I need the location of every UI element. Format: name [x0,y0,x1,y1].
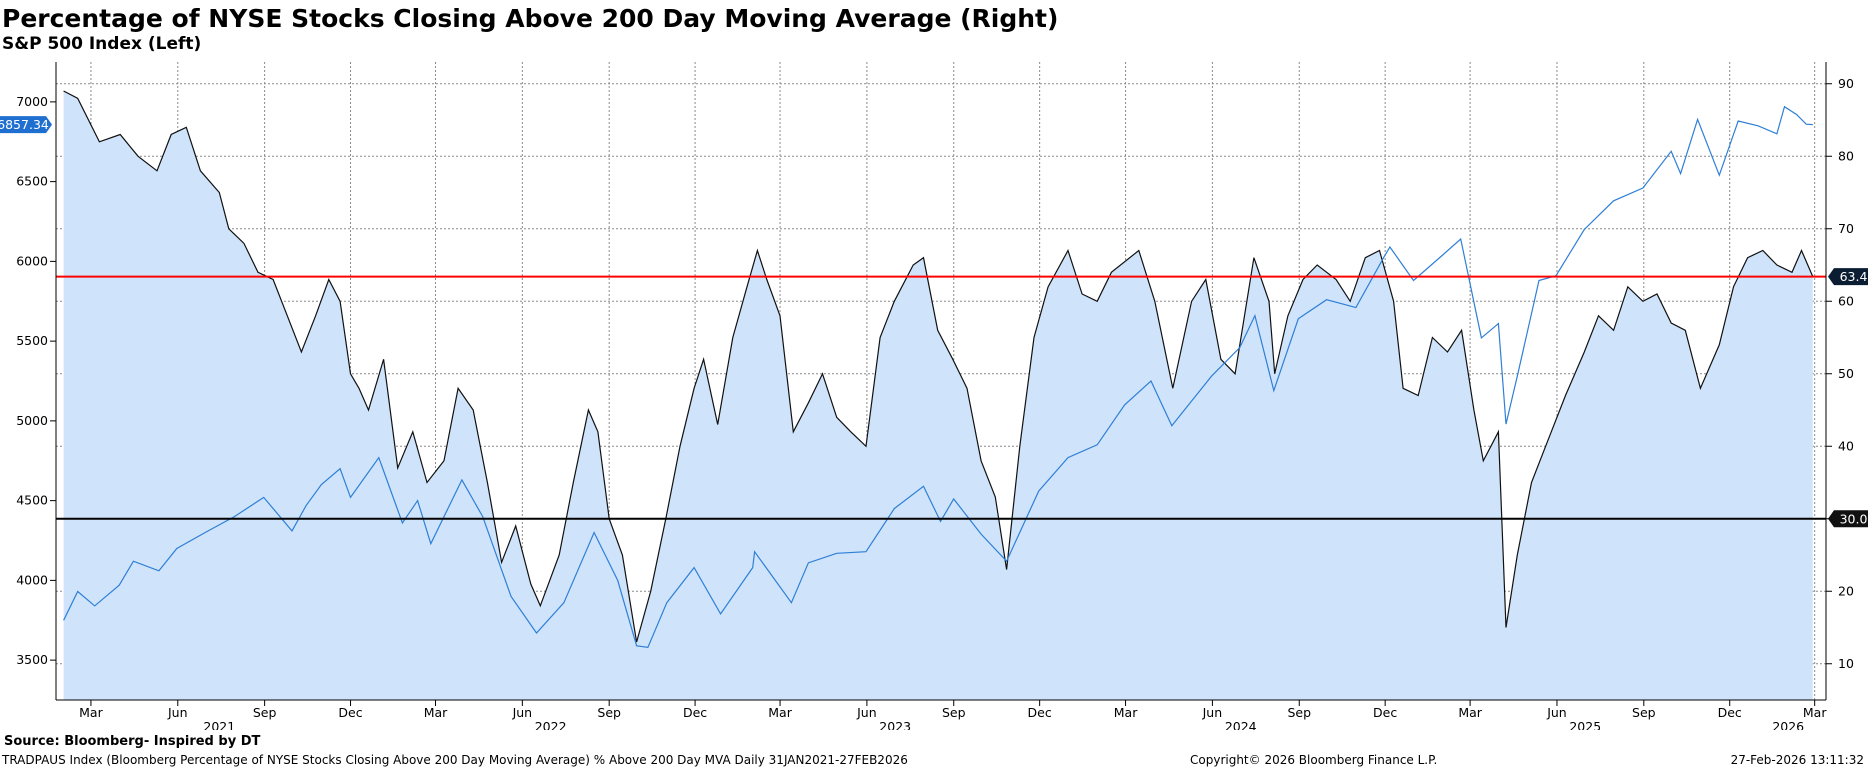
value-tag-text: 63.40 [1840,269,1868,284]
y-left-tick-label: 5500 [16,333,48,348]
value-tag-background [1828,510,1868,528]
value-tags: 6857.34 63.40 30.00 [0,116,1868,528]
timestamp-text: 27-Feb-2026 13:11:32 [1730,753,1864,767]
x-tick-label: Sep [253,705,277,720]
x-tick-label: Dec [1028,705,1052,720]
x-tick-label: Jun [512,705,533,720]
y-left-tick-label: 6500 [16,174,48,189]
y-right-tick-label: 60 [1838,293,1854,308]
x-tick-label: Sep [1632,705,1656,720]
spx-line [63,105,1813,649]
x-tick-label: Mar [1458,705,1482,720]
x-tick-label: Jun [167,705,188,720]
y-left-tick-label: 6000 [16,253,48,268]
y-left-tick-label: 4000 [16,572,48,587]
x-tick-label: Mar [1803,705,1827,720]
axes: Mar Jun Sep Dec Mar Jun Sep Dec Mar Jun Sep Dec Mar J… [16,62,1854,730]
x-tick-label: Jun [1202,705,1223,720]
x-tick-label: Sep [942,705,966,720]
breadth-line [63,90,1814,643]
y-right-tick-label: 50 [1838,366,1854,381]
source-note: Source: Bloomberg- Inspired by DT [4,734,261,749]
value-tag-background [0,116,52,134]
x-year-label: 2021 [203,719,235,730]
x-year-label: 2022 [535,719,567,730]
chart-subtitle: S&P 500 Index (Left) [2,34,202,54]
copyright-text: Copyright© 2026 Bloomberg Finance L.P. [1190,753,1438,767]
x-tick-label: Dec [338,705,362,720]
x-tick-label: Sep [597,705,621,720]
x-tick-label: Dec [683,705,707,720]
x-tick-label: Dec [1718,705,1742,720]
x-tick-label: Sep [1287,705,1311,720]
value-tag-text: 6857.34 [0,117,49,132]
x-year-label: 2025 [1569,719,1601,730]
value-tag-text: 30.00 [1840,511,1868,526]
x-tick-label: Jun [856,705,877,720]
y-right-tick-label: 70 [1838,221,1854,236]
y-left-tick-label: 7000 [16,94,48,109]
y-right-tick-label: 20 [1838,583,1854,598]
spx-last-value-tag: 6857.34 [0,116,52,134]
x-tick-label: Mar [424,705,448,720]
x-tick-label: Jun [1546,705,1567,720]
x-year-label: 2023 [879,719,911,730]
y-right-tick-label: 80 [1838,148,1854,163]
x-tick-label: Mar [79,705,103,720]
x-tick-label: Mar [768,705,792,720]
y-right-tick-label: 10 [1838,656,1854,671]
x-tick-label: Mar [1114,705,1138,720]
y-right-tick-label: 40 [1838,438,1854,453]
y-left-tick-label: 3500 [16,652,48,667]
y-right-tick-label: 90 [1838,76,1854,91]
x-tick-label: Dec [1373,705,1397,720]
x-year-label: 2026 [1772,719,1804,730]
breadth-last-value-tag: 63.40 [1828,268,1868,286]
chart-plot: Mar Jun Sep Dec Mar Jun Sep Dec Mar Jun Sep Dec Mar J… [0,62,1868,730]
y-left-tick-label: 4500 [16,493,48,508]
y-left-tick-label: 5000 [16,413,48,428]
series-description: TRADPAUS Index (Bloomberg Percentage of … [2,753,908,767]
lower-threshold-tag: 30.00 [1828,510,1868,528]
chart-title: Percentage of NYSE Stocks Closing Above … [2,4,1059,33]
breadth-area [63,91,1813,700]
value-tag-background [1828,268,1868,286]
x-year-label: 2024 [1225,719,1257,730]
